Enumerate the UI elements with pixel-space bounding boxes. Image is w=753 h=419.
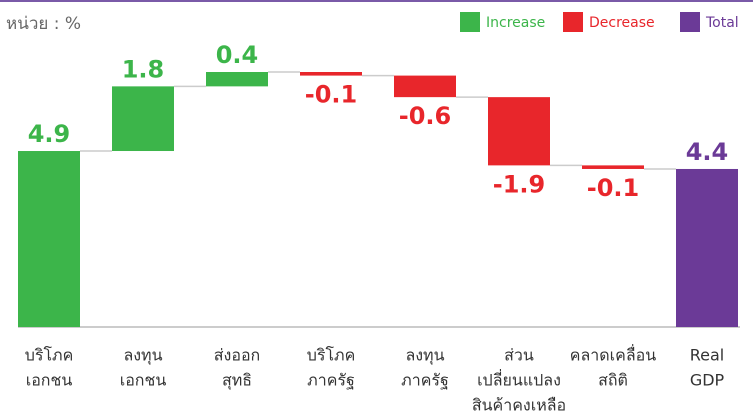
x-tick-label: ลงทุน <box>405 346 444 366</box>
x-tick-label: เอกชน <box>120 371 167 390</box>
x-tick-label: ส่วน <box>504 346 534 365</box>
bar <box>582 165 644 169</box>
legend-swatch <box>680 12 700 32</box>
data-label: -0.1 <box>587 174 639 202</box>
x-tick-label: Real <box>690 346 725 365</box>
x-tick-label: ลงทุน <box>123 346 162 366</box>
x-tick-label: เปลี่ยนแปลง <box>477 369 561 390</box>
bar <box>300 72 362 76</box>
legend-label: Decrease <box>589 15 655 31</box>
x-tick-label: สถิติ <box>598 371 628 390</box>
data-label: 4.9 <box>28 120 71 148</box>
x-tick-label: ส่งออก <box>214 346 260 365</box>
data-label: 0.4 <box>216 41 259 69</box>
x-tick-label: ภาครัฐ <box>401 371 449 390</box>
legend-swatch <box>460 12 480 32</box>
bar <box>112 86 174 152</box>
data-label: -0.1 <box>305 81 357 109</box>
x-tick-label: สุทธิ <box>222 371 252 391</box>
bar <box>18 151 80 327</box>
legend-label: Increase <box>486 15 545 31</box>
legend-swatch <box>563 12 583 32</box>
x-tick-label: ภาครัฐ <box>307 371 355 390</box>
bar <box>206 72 268 87</box>
unit-label: หน่วย : % <box>6 14 81 34</box>
data-label: -0.6 <box>399 102 451 130</box>
x-tick-label: บริโภค <box>25 346 74 365</box>
x-tick-label: คลาดเคลื่อน <box>570 344 656 365</box>
data-label: -1.9 <box>493 170 545 198</box>
x-tick-label: สินค้าคงเหลือ <box>472 396 566 415</box>
bar <box>394 75 456 98</box>
legend-label: Total <box>705 15 739 31</box>
data-label: 4.4 <box>686 138 729 166</box>
bar <box>676 168 738 327</box>
x-tick-label: GDP <box>690 371 725 390</box>
bar <box>488 97 550 166</box>
x-tick-label: เอกชน <box>26 371 73 390</box>
data-label: 1.8 <box>122 55 165 83</box>
x-tick-label: บริโภค <box>307 346 356 365</box>
